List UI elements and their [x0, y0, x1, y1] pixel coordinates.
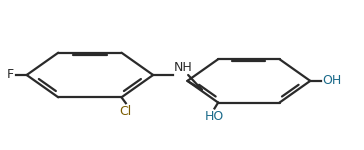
Text: NH: NH: [174, 61, 193, 74]
Text: OH: OH: [322, 74, 341, 87]
Text: HO: HO: [205, 110, 224, 123]
Text: F: F: [7, 69, 14, 81]
Text: Cl: Cl: [120, 105, 132, 118]
